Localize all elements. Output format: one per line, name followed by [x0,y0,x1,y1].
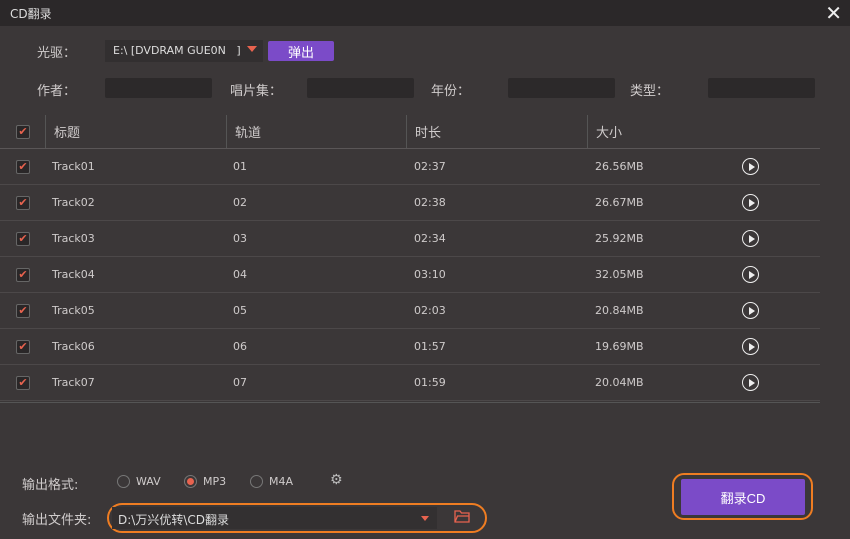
rip-highlight [672,473,813,520]
header-duration[interactable]: 时长 [415,126,442,141]
radio-selected-icon[interactable] [184,475,197,488]
dropdown-arrow-icon [247,46,257,52]
play-icon[interactable] [742,194,759,211]
format-option-label: WAV [136,475,161,488]
table-row[interactable]: ✔ Track01 01 02:37 26.56MB [0,149,820,185]
format-radio-mp3[interactable]: MP3 [184,475,226,488]
close-icon[interactable]: ✕ [825,1,842,25]
year-label: 年份： [431,84,471,99]
track-duration: 02:37 [414,160,446,173]
rip-cd-button[interactable]: 翻录CD [681,479,805,515]
format-option-label: MP3 [203,475,227,488]
track-duration: 01:57 [414,340,446,353]
format-radio-wav[interactable]: WAV [117,475,161,488]
track-size: 26.67MB [595,196,644,209]
track-size: 20.84MB [595,304,644,317]
radio-icon[interactable] [117,475,130,488]
table-header: ✔ 标题 轨道 时长 大小 [0,115,820,149]
artist-input[interactable] [105,78,212,98]
folder-open-icon[interactable] [454,509,470,526]
eject-button[interactable]: 弹出 [268,41,334,61]
play-icon[interactable] [742,338,759,355]
folder-label: 输出文件夹: [22,513,92,528]
genre-input[interactable] [708,78,815,98]
drive-select[interactable]: E:\ [DVDRAM GUE0N ] [105,40,263,62]
album-label: 唱片集： [230,84,283,99]
track-checkbox[interactable]: ✔ [16,267,30,282]
track-duration: 02:38 [414,196,446,209]
play-icon[interactable] [742,230,759,247]
track-checkbox[interactable]: ✔ [16,303,30,318]
track-checkbox[interactable]: ✔ [16,375,30,390]
track-title: Track07 [52,376,95,389]
table-row[interactable]: ✔ Track05 05 02:03 20.84MB [0,293,820,329]
album-input[interactable] [307,78,414,98]
play-icon[interactable] [742,302,759,319]
track-title: Track01 [52,160,95,173]
track-size: 26.56MB [595,160,644,173]
track-duration: 02:34 [414,232,446,245]
select-all-checkbox[interactable]: ✔ [16,124,30,139]
track-title: Track05 [52,304,95,317]
genre-label: 类型： [630,84,670,99]
title-bar [0,0,850,26]
table-row[interactable]: ✔ Track04 04 03:10 32.05MB [0,257,820,293]
table-row[interactable]: ✔ Track07 07 01:59 20.04MB [0,365,820,401]
track-checkbox[interactable]: ✔ [16,159,30,174]
track-title: Track03 [52,232,95,245]
track-title: Track04 [52,268,95,281]
track-size: 32.05MB [595,268,644,281]
format-radio-m4a[interactable]: M4A [250,475,293,488]
track-checkbox[interactable]: ✔ [16,231,30,246]
play-icon[interactable] [742,374,759,391]
gear-icon[interactable]: ⚙ [330,472,343,488]
folder-highlight [107,503,487,533]
header-size[interactable]: 大小 [596,126,623,141]
table-row[interactable]: ✔ Track02 02 02:38 26.67MB [0,185,820,221]
dropdown-arrow-icon [421,516,429,521]
track-checkbox[interactable]: ✔ [16,195,30,210]
year-input[interactable] [508,78,615,98]
track-title: Track06 [52,340,95,353]
drive-value: E:\ [DVDRAM GUE0N ] [113,44,241,57]
track-number: 07 [233,376,247,389]
track-table: ✔ 标题 轨道 时长 大小 ✔ Track01 01 02:37 26.56MB… [0,115,820,403]
drive-label: 光驱： [37,46,77,61]
track-duration: 03:10 [414,268,446,281]
track-checkbox[interactable]: ✔ [16,339,30,354]
folder-select[interactable]: D:\万兴优转\CD翻录 [112,507,437,529]
format-option-label: M4A [269,475,294,488]
header-title[interactable]: 标题 [54,126,81,141]
table-row[interactable]: ✔ Track06 06 01:57 19.69MB [0,329,820,365]
play-icon[interactable] [742,266,759,283]
track-number: 03 [233,232,247,245]
track-number: 02 [233,196,247,209]
format-label: 输出格式: [22,478,79,493]
track-duration: 02:03 [414,304,446,317]
table-row[interactable]: ✔ Track03 03 02:34 25.92MB [0,221,820,257]
track-size: 20.04MB [595,376,644,389]
window-title: CD翻录 [10,7,52,21]
artist-label: 作者： [37,84,77,99]
track-number: 04 [233,268,247,281]
track-title: Track02 [52,196,95,209]
track-number: 05 [233,304,247,317]
track-duration: 01:59 [414,376,446,389]
track-size: 19.69MB [595,340,644,353]
folder-value: D:\万兴优转\CD翻录 [118,513,229,527]
track-number: 06 [233,340,247,353]
radio-icon[interactable] [250,475,263,488]
header-track[interactable]: 轨道 [235,126,262,141]
track-number: 01 [233,160,247,173]
track-size: 25.92MB [595,232,644,245]
play-icon[interactable] [742,158,759,175]
